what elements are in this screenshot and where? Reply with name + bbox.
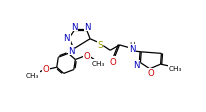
Text: CH₃: CH₃ [26, 72, 39, 78]
Text: N: N [129, 45, 135, 54]
Text: S: S [97, 40, 103, 49]
Text: N: N [71, 23, 78, 32]
Text: H: H [129, 42, 135, 48]
Text: N: N [68, 46, 75, 55]
Text: O: O [42, 65, 49, 74]
Text: CH₃: CH₃ [169, 65, 182, 71]
Text: N: N [64, 34, 70, 43]
Text: N: N [84, 23, 91, 32]
Text: O: O [84, 52, 90, 61]
Text: O: O [147, 69, 154, 77]
Text: O: O [110, 57, 117, 66]
Text: CH₃: CH₃ [92, 60, 105, 66]
Text: N: N [133, 61, 140, 70]
